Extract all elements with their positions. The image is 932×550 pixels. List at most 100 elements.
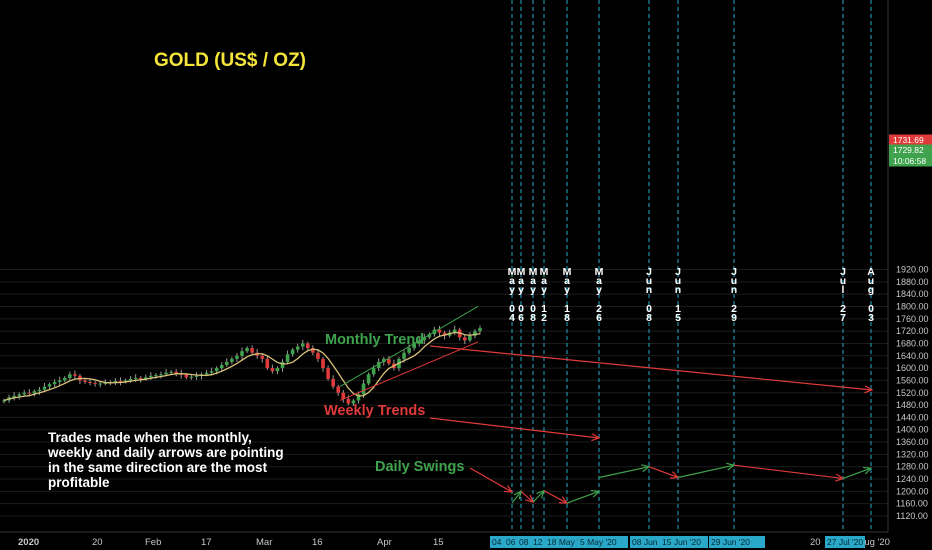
- candle-body: [311, 348, 315, 353]
- candle-body: [57, 380, 62, 382]
- candle-body: [366, 374, 371, 384]
- price-tag: [889, 144, 932, 156]
- candle-body: [290, 349, 295, 355]
- candle-body: [174, 371, 178, 374]
- date-label: M a y 2 6: [594, 266, 604, 325]
- y-tick-label: 1800.00: [896, 301, 929, 311]
- x-tick-label: Aug '20: [858, 537, 890, 548]
- candle-body: [93, 382, 97, 384]
- candle-body: [219, 365, 224, 369]
- date-tag-label: 5 May '20: [580, 537, 617, 547]
- candle-body: [260, 355, 265, 359]
- candle-body: [463, 337, 467, 341]
- candle-body: [422, 337, 427, 341]
- weekly-arrow: [598, 466, 650, 479]
- date-tag: [630, 536, 666, 548]
- x-tick-label: 2020: [18, 537, 39, 548]
- candle-body: [32, 391, 37, 394]
- y-tick-label: 1360.00: [896, 437, 929, 447]
- candle-body: [47, 384, 52, 387]
- date-label: J u n 2 9: [730, 266, 738, 325]
- x-tick-label: 20: [92, 537, 103, 548]
- moving-average-line: [3, 331, 481, 402]
- candle-body: [73, 374, 77, 376]
- candle-body: [194, 375, 199, 377]
- x-tick-label: Mar: [256, 537, 272, 548]
- date-tag-label: 27 Jul '20: [827, 537, 863, 547]
- candle-body: [113, 381, 118, 383]
- daily-arrow: [543, 490, 568, 504]
- candle-body: [103, 382, 108, 384]
- date-tag-label: 08: [519, 537, 529, 547]
- channel-upper-line: [339, 306, 479, 388]
- candle-body: [412, 343, 416, 349]
- y-tick-label: 1480.00: [896, 400, 929, 410]
- candle-body: [88, 381, 92, 383]
- y-tick-label: 1280.00: [896, 462, 929, 472]
- candle-body: [331, 378, 335, 387]
- candle-body: [149, 375, 153, 378]
- date-label: J u n 1 5: [674, 266, 682, 325]
- date-label: M a y 0 8: [528, 266, 538, 325]
- candle-body: [381, 358, 386, 362]
- candle-body: [275, 368, 280, 372]
- x-tick-label: Feb: [145, 537, 161, 548]
- candle-body: [98, 383, 103, 385]
- weekly-trend-label: Weekly Trends: [324, 403, 426, 419]
- channel-lower-line: [339, 341, 479, 401]
- weekly-arrow-head: [862, 466, 873, 475]
- trading-note: Trades made when the monthly, weekly and…: [48, 430, 284, 490]
- candle-body: [326, 368, 330, 379]
- date-tag: [545, 536, 587, 548]
- candle-body: [245, 348, 249, 352]
- daily-arrow: [532, 490, 545, 503]
- price-tag-label: 1731.69: [893, 135, 924, 145]
- candle-body: [52, 381, 57, 385]
- price-tag: [889, 155, 932, 167]
- weekly-arrow: [648, 466, 679, 479]
- candle-body: [128, 378, 133, 381]
- candle-body: [285, 354, 290, 362]
- candle-body: [17, 394, 21, 396]
- y-tick-label: 1440.00: [896, 412, 929, 422]
- weekly-arrow: [429, 417, 600, 439]
- candle-body: [143, 377, 148, 379]
- candle-body: [468, 335, 472, 341]
- candle-body: [336, 386, 341, 393]
- candle-body: [407, 348, 411, 353]
- date-tag: [825, 536, 865, 548]
- candle-body: [22, 392, 27, 395]
- candle-body: [351, 400, 356, 404]
- weekly-arrow-head: [591, 433, 601, 442]
- daily-arrow-head: [503, 485, 514, 493]
- date-lines: [511, 0, 872, 532]
- trend-arrows: [429, 345, 874, 504]
- candle-body: [169, 371, 173, 373]
- date-label: M a y 1 8: [562, 266, 572, 325]
- date-label: M a y 0 6: [516, 266, 526, 325]
- candle-body: [209, 371, 214, 373]
- candles: [2, 325, 482, 407]
- candle-body: [83, 380, 87, 382]
- date-tag-label: 04: [492, 537, 502, 547]
- candle-body: [230, 358, 234, 362]
- date-label: M a y 0 4: [507, 266, 517, 325]
- candle-body: [214, 368, 219, 372]
- candle-body: [123, 380, 128, 382]
- date-tag-label: 08 Jun: [632, 537, 658, 547]
- chart-title: GOLD (US$ / OZ): [154, 50, 306, 71]
- candle-body: [138, 377, 143, 379]
- candle-body: [2, 400, 6, 402]
- price-tag-label: 1729.82: [893, 145, 924, 155]
- candle-body: [159, 374, 163, 376]
- y-tick-label: 1400.00: [896, 425, 929, 435]
- candle-body: [417, 340, 422, 344]
- candle-body: [300, 343, 305, 347]
- date-tag-label: 29 Jun '20: [711, 537, 750, 547]
- daily-arrow: [469, 467, 513, 493]
- price-axis[interactable]: 1120.00 1160.00 1200.00 1240.00 1280.00 1320.…: [887, 0, 929, 532]
- y-tick-label: 1920.00: [896, 265, 929, 275]
